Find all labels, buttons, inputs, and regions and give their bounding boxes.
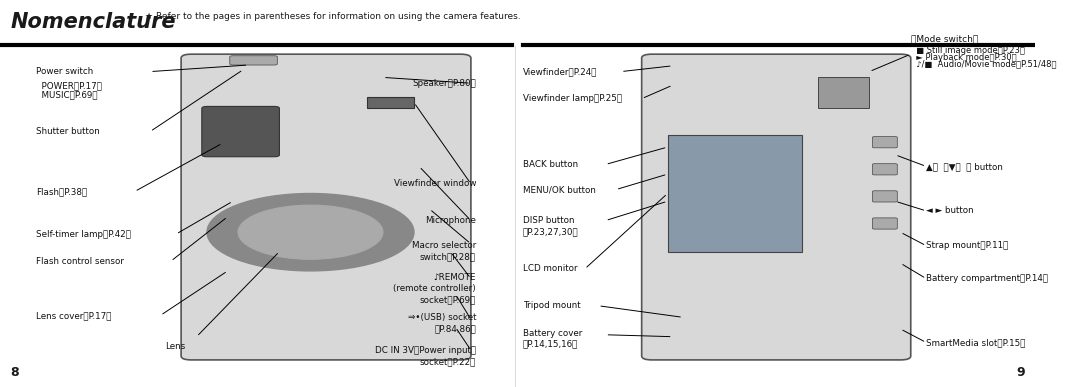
Text: Tripod mount: Tripod mount xyxy=(523,301,580,310)
Text: ⇒•(USB) socket
（P.84,86）: ⇒•(USB) socket （P.84,86） xyxy=(407,313,476,333)
FancyBboxPatch shape xyxy=(181,54,471,360)
Circle shape xyxy=(207,194,414,271)
Text: ► Playback mode（P.30）: ► Playback mode（P.30） xyxy=(910,53,1016,62)
Circle shape xyxy=(238,205,383,259)
Text: Macro selector
switch（P.28）: Macro selector switch（P.28） xyxy=(411,241,476,262)
Text: ■ Still image mode（P.23）: ■ Still image mode（P.23） xyxy=(910,46,1025,55)
Text: Viewfinder lamp（P.25）: Viewfinder lamp（P.25） xyxy=(523,94,622,103)
Text: Speaker（P.80）: Speaker（P.80） xyxy=(413,79,476,88)
Bar xyxy=(667,135,802,252)
FancyBboxPatch shape xyxy=(230,56,278,65)
Text: 8: 8 xyxy=(11,366,19,379)
Text: Shutter button: Shutter button xyxy=(37,127,100,136)
Text: POWER（P.17）: POWER（P.17） xyxy=(37,82,103,91)
Text: ♪REMOTE
(remote controller)
socket（P.69）: ♪REMOTE (remote controller) socket（P.69） xyxy=(393,273,476,304)
Text: 【Mode switch】: 【Mode switch】 xyxy=(910,34,978,43)
Bar xyxy=(818,77,869,108)
Text: Flash（P.38）: Flash（P.38） xyxy=(37,187,87,196)
Text: MENU/OK button: MENU/OK button xyxy=(523,185,595,194)
Text: Microphone: Microphone xyxy=(426,216,476,225)
FancyBboxPatch shape xyxy=(642,54,910,360)
FancyBboxPatch shape xyxy=(873,137,897,148)
Text: ♪/■  Audio/Movie mode（P.51/48）: ♪/■ Audio/Movie mode（P.51/48） xyxy=(910,60,1056,69)
Text: Flash control sensor: Flash control sensor xyxy=(37,257,124,266)
Text: Power switch: Power switch xyxy=(37,67,94,76)
Text: DISP button
（P.23,27,30）: DISP button （P.23,27,30） xyxy=(523,216,579,236)
Text: MUSIC（P.69）: MUSIC（P.69） xyxy=(37,90,98,99)
Text: Nomenclature: Nomenclature xyxy=(11,12,176,32)
Text: ◄ ► button: ◄ ► button xyxy=(927,206,974,216)
FancyBboxPatch shape xyxy=(202,106,280,157)
Text: ▲（  ）▼（  ） button: ▲（ ）▼（ ） button xyxy=(927,162,1003,171)
FancyBboxPatch shape xyxy=(873,218,897,229)
Text: BACK button: BACK button xyxy=(523,160,578,169)
FancyBboxPatch shape xyxy=(873,164,897,175)
Bar xyxy=(367,97,414,108)
Text: 9: 9 xyxy=(1016,366,1025,379)
Text: DC IN 3V（Power input）
socket（P.22）: DC IN 3V（Power input） socket（P.22） xyxy=(375,346,476,366)
Text: LCD monitor: LCD monitor xyxy=(523,264,578,274)
Text: Battery cover
（P.14,15,16）: Battery cover （P.14,15,16） xyxy=(523,329,582,349)
Text: ★ Refer to the pages in parentheses for information on using the camera features: ★ Refer to the pages in parentheses for … xyxy=(145,12,521,21)
Text: Self-timer lamp（P.42）: Self-timer lamp（P.42） xyxy=(37,229,132,239)
Text: Lens cover（P.17）: Lens cover（P.17） xyxy=(37,311,111,320)
FancyBboxPatch shape xyxy=(873,191,897,202)
Text: Viewfinder（P.24）: Viewfinder（P.24） xyxy=(523,67,597,76)
Text: Viewfinder window: Viewfinder window xyxy=(393,179,476,188)
Text: Battery compartment（P.14）: Battery compartment（P.14） xyxy=(927,274,1049,283)
Text: SmartMedia slot（P.15）: SmartMedia slot（P.15） xyxy=(927,338,1026,347)
Text: Strap mount（P.11）: Strap mount（P.11） xyxy=(927,241,1009,250)
Text: Lens: Lens xyxy=(165,342,186,351)
